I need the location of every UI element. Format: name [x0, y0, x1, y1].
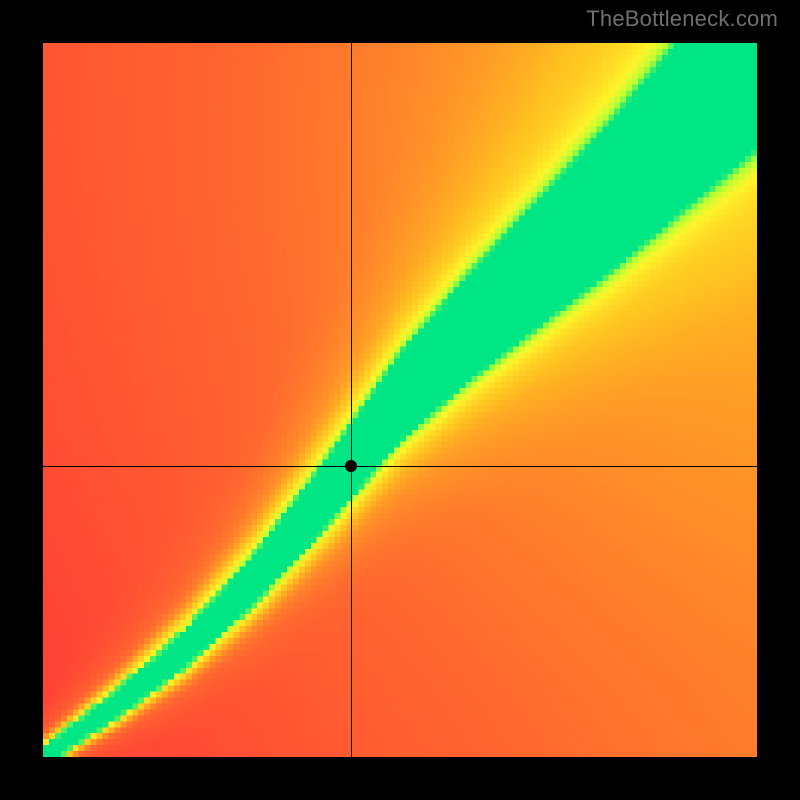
crosshair-horizontal	[43, 466, 757, 467]
heatmap-canvas	[43, 43, 757, 757]
plot-area	[43, 43, 757, 757]
image-root: TheBottleneck.com	[0, 0, 800, 800]
crosshair-vertical	[351, 43, 352, 757]
watermark-text: TheBottleneck.com	[586, 6, 778, 32]
